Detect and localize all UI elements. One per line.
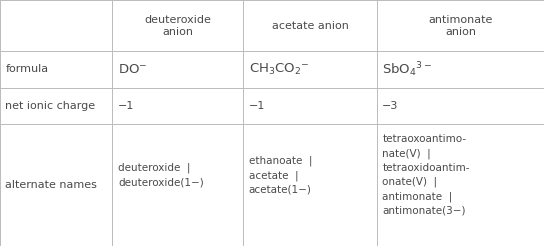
Text: ethanoate  |
acetate  |
acetate(1−): ethanoate | acetate | acetate(1−) xyxy=(249,155,312,195)
Text: DO$^{-}$: DO$^{-}$ xyxy=(118,63,147,76)
Text: CH$_{3}$CO$_{2}$$^{-}$: CH$_{3}$CO$_{2}$$^{-}$ xyxy=(249,62,309,77)
Text: −1: −1 xyxy=(249,101,265,111)
Text: −1: −1 xyxy=(118,101,134,111)
Text: antimonate
anion: antimonate anion xyxy=(428,15,493,36)
Text: deuteroxide  |
deuteroxide(1−): deuteroxide | deuteroxide(1−) xyxy=(118,163,203,187)
Text: SbO$_{4}$$^{3-}$: SbO$_{4}$$^{3-}$ xyxy=(382,60,432,79)
Text: −3: −3 xyxy=(382,101,399,111)
Text: net ionic charge: net ionic charge xyxy=(5,101,96,111)
Text: formula: formula xyxy=(5,64,48,75)
Text: alternate names: alternate names xyxy=(5,180,97,190)
Text: deuteroxide
anion: deuteroxide anion xyxy=(144,15,211,36)
Text: tetraoxoantimo-
nate(V)  |
tetraoxidoantim-
onate(V)  |
antimonate  |
antimonate: tetraoxoantimo- nate(V) | tetraoxidoanti… xyxy=(382,134,470,216)
Text: acetate anion: acetate anion xyxy=(271,21,348,31)
